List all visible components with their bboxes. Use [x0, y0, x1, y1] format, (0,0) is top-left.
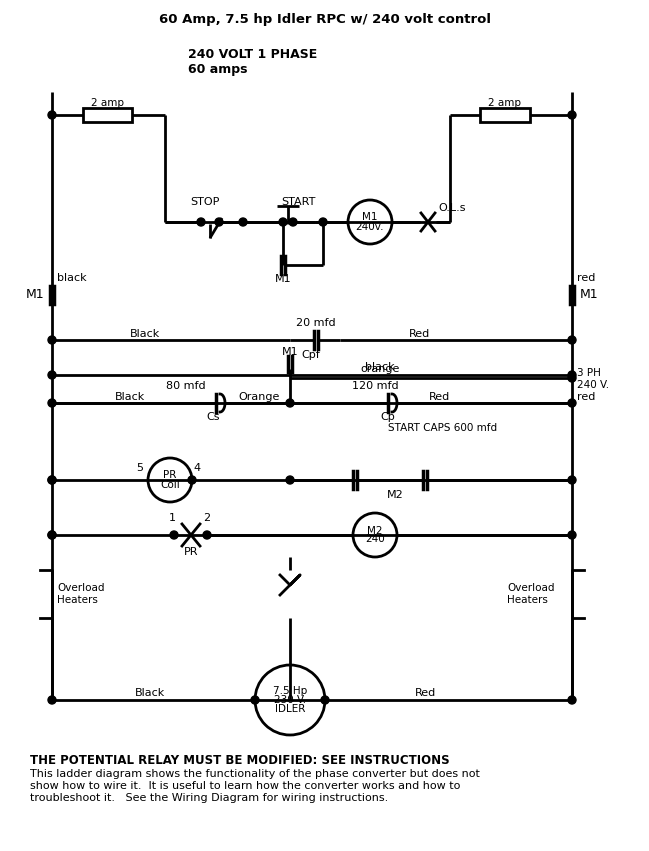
Circle shape: [568, 111, 576, 119]
Text: START CAPS 600 mfd: START CAPS 600 mfd: [388, 423, 497, 433]
Text: 240: 240: [365, 534, 385, 545]
Text: PR: PR: [164, 471, 177, 481]
Text: M2: M2: [367, 526, 383, 535]
Text: Overload
Heaters: Overload Heaters: [57, 583, 104, 605]
Text: THE POTENTIAL RELAY MUST BE MODIFIED: SEE INSTRUCTIONS: THE POTENTIAL RELAY MUST BE MODIFIED: SE…: [30, 753, 450, 767]
Text: M1: M1: [275, 274, 291, 284]
Text: Cs: Cs: [206, 412, 220, 422]
Circle shape: [48, 531, 56, 539]
Text: START: START: [281, 197, 315, 207]
Circle shape: [289, 218, 297, 226]
Circle shape: [215, 218, 223, 226]
Circle shape: [568, 374, 576, 382]
Text: orange: orange: [360, 364, 400, 374]
Circle shape: [48, 111, 56, 119]
Circle shape: [48, 371, 56, 379]
Bar: [83, 108, 132, 122]
Circle shape: [568, 696, 576, 704]
Text: IDLER: IDLER: [275, 704, 305, 714]
Circle shape: [568, 399, 576, 407]
Circle shape: [319, 218, 327, 226]
Text: 4: 4: [193, 463, 201, 473]
Text: 80 mfd: 80 mfd: [166, 381, 206, 391]
Circle shape: [568, 371, 576, 379]
Text: 60 amps: 60 amps: [188, 64, 247, 77]
Text: 60 Amp, 7.5 hp Idler RPC w/ 240 volt control: 60 Amp, 7.5 hp Idler RPC w/ 240 volt con…: [159, 14, 491, 26]
Text: Orange: Orange: [238, 392, 279, 402]
Circle shape: [197, 218, 205, 226]
Circle shape: [48, 336, 56, 344]
Text: black: black: [365, 362, 395, 372]
Text: Black: Black: [115, 392, 145, 402]
Circle shape: [48, 696, 56, 704]
Text: Red: Red: [410, 329, 431, 339]
Text: M1: M1: [25, 288, 44, 301]
Text: 1: 1: [169, 513, 175, 523]
Text: Black: Black: [135, 688, 165, 698]
Text: 5: 5: [136, 463, 143, 473]
Text: 240 V.: 240 V.: [577, 380, 609, 390]
Circle shape: [48, 476, 56, 484]
Text: PR: PR: [184, 547, 198, 557]
Text: 2 amp: 2 amp: [91, 98, 124, 108]
Circle shape: [251, 696, 259, 704]
Circle shape: [279, 218, 287, 226]
Text: red: red: [577, 273, 595, 283]
Text: black: black: [57, 273, 86, 283]
Circle shape: [568, 531, 576, 539]
Circle shape: [170, 531, 178, 539]
Text: STOP: STOP: [190, 197, 220, 207]
Text: Red: Red: [430, 392, 450, 402]
Circle shape: [48, 476, 56, 484]
Text: 2: 2: [203, 513, 210, 523]
Circle shape: [203, 531, 211, 539]
Text: 230 V.: 230 V.: [274, 695, 306, 705]
Text: Red: Red: [414, 688, 435, 698]
Text: 2 amp: 2 amp: [489, 98, 522, 108]
Text: M1: M1: [580, 288, 598, 301]
Circle shape: [48, 399, 56, 407]
Circle shape: [321, 696, 329, 704]
Circle shape: [568, 336, 576, 344]
Text: troubleshoot it.   See the Wiring Diagram for wiring instructions.: troubleshoot it. See the Wiring Diagram …: [30, 793, 388, 803]
Circle shape: [239, 218, 247, 226]
Text: 3 PH: 3 PH: [577, 368, 601, 378]
Bar: [480, 108, 530, 122]
Text: Black: Black: [130, 329, 160, 339]
Text: M1: M1: [282, 347, 299, 357]
Text: 7.5 Hp: 7.5 Hp: [273, 686, 307, 696]
Circle shape: [286, 476, 294, 484]
Text: M1: M1: [362, 213, 378, 222]
Circle shape: [188, 476, 196, 484]
Text: Overload
Heaters: Overload Heaters: [507, 583, 554, 605]
Text: Cp: Cp: [380, 412, 395, 422]
Text: This ladder diagram shows the functionality of the phase converter but does not: This ladder diagram shows the functional…: [30, 769, 480, 779]
Text: Coil: Coil: [160, 479, 180, 489]
Circle shape: [286, 399, 294, 407]
Text: show how to wire it.  It is useful to learn how the converter works and how to: show how to wire it. It is useful to lea…: [30, 781, 460, 791]
Text: 240v.: 240v.: [356, 221, 384, 231]
Text: M2: M2: [387, 490, 404, 500]
Circle shape: [568, 476, 576, 484]
Text: 120 mfd: 120 mfd: [352, 381, 398, 391]
Text: Cpf: Cpf: [302, 350, 321, 360]
Circle shape: [48, 531, 56, 539]
Text: red: red: [577, 392, 595, 402]
Text: O.L.s: O.L.s: [438, 203, 465, 213]
Text: 20 mfd: 20 mfd: [296, 318, 336, 328]
Text: 240 VOLT 1 PHASE: 240 VOLT 1 PHASE: [188, 49, 317, 61]
